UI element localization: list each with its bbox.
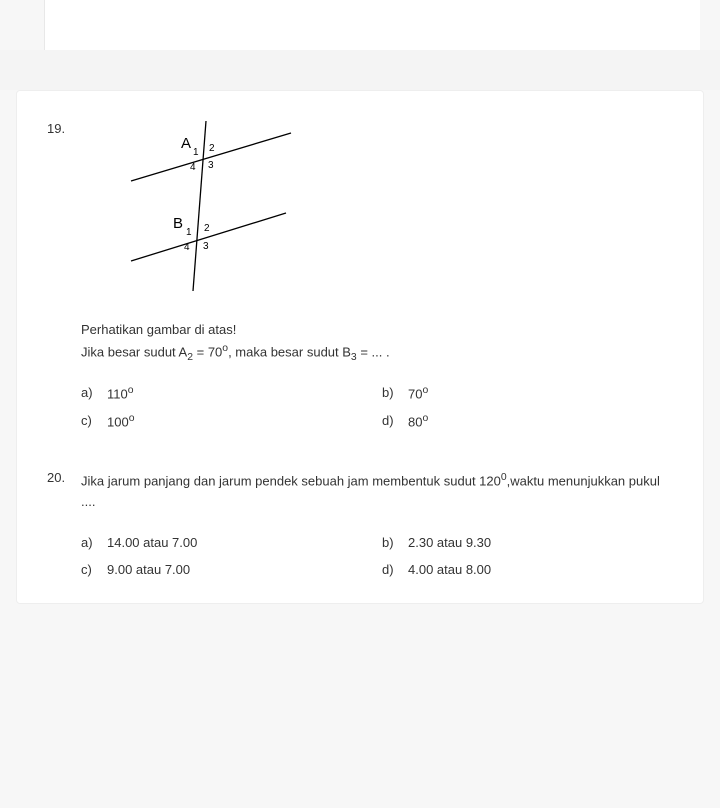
option-label: c)	[81, 413, 99, 429]
options-grid: a) 110o b) 70o c) 100o d) 80o	[81, 385, 673, 430]
option-text: 100o	[107, 413, 134, 429]
angle-b3: 3	[203, 241, 209, 252]
option-label: d)	[382, 413, 400, 429]
question-20: 20. Jika jarum panjang dan jarum pendek …	[47, 470, 673, 577]
prompt-text: Jika besar sudut A2 = 70o, maka besar su…	[81, 343, 673, 363]
option-label: a)	[81, 535, 99, 550]
angle-b2: 2	[204, 223, 210, 234]
angle-diagram: A 1 2 3 4 B 1 2 3 4	[111, 121, 673, 294]
option-b[interactable]: b) 2.30 atau 9.30	[382, 535, 673, 550]
option-b[interactable]: b) 70o	[382, 385, 673, 401]
option-c[interactable]: c) 9.00 atau 7.00	[81, 562, 372, 577]
option-c[interactable]: c) 100o	[81, 413, 372, 429]
option-text: 9.00 atau 7.00	[107, 562, 190, 577]
page-gap	[0, 50, 720, 90]
option-label: a)	[81, 385, 99, 401]
option-label: b)	[382, 535, 400, 550]
parallel-line-b	[131, 213, 286, 261]
point-a-label: A	[181, 135, 191, 152]
option-label: d)	[382, 562, 400, 577]
option-label: b)	[382, 385, 400, 401]
question-number: 19.	[47, 121, 81, 430]
option-d[interactable]: d) 80o	[382, 413, 673, 429]
angle-a4: 4	[190, 162, 196, 173]
question-body: Jika jarum panjang dan jarum pendek sebu…	[81, 470, 673, 577]
questions-card: 19. A 1 2 3 4 B	[16, 90, 704, 604]
option-a[interactable]: a) 14.00 atau 7.00	[81, 535, 372, 550]
prompt-text: Jika jarum panjang dan jarum pendek sebu…	[81, 470, 673, 513]
angle-b4: 4	[184, 242, 190, 253]
option-text: 80o	[408, 413, 428, 429]
angle-b1: 1	[186, 227, 192, 238]
question-number: 20.	[47, 470, 81, 577]
question-body: A 1 2 3 4 B 1 2 3 4 Perhatikan gambar di…	[81, 121, 673, 430]
angle-a1: 1	[193, 147, 199, 158]
top-divider	[44, 0, 700, 50]
parallel-line-a	[131, 133, 291, 181]
option-text: 4.00 atau 8.00	[408, 562, 491, 577]
point-b-label: B	[173, 215, 183, 232]
angle-a2: 2	[209, 143, 215, 154]
option-text: 70o	[408, 385, 428, 401]
options-grid: a) 14.00 atau 7.00 b) 2.30 atau 9.30 c) …	[81, 535, 673, 577]
option-d[interactable]: d) 4.00 atau 8.00	[382, 562, 673, 577]
option-label: c)	[81, 562, 99, 577]
angle-a3: 3	[208, 160, 214, 171]
option-text: 14.00 atau 7.00	[107, 535, 197, 550]
question-19: 19. A 1 2 3 4 B	[47, 121, 673, 430]
option-a[interactable]: a) 110o	[81, 385, 372, 401]
option-text: 2.30 atau 9.30	[408, 535, 491, 550]
option-text: 110o	[107, 385, 134, 401]
instruction-text: Perhatikan gambar di atas!	[81, 322, 673, 337]
